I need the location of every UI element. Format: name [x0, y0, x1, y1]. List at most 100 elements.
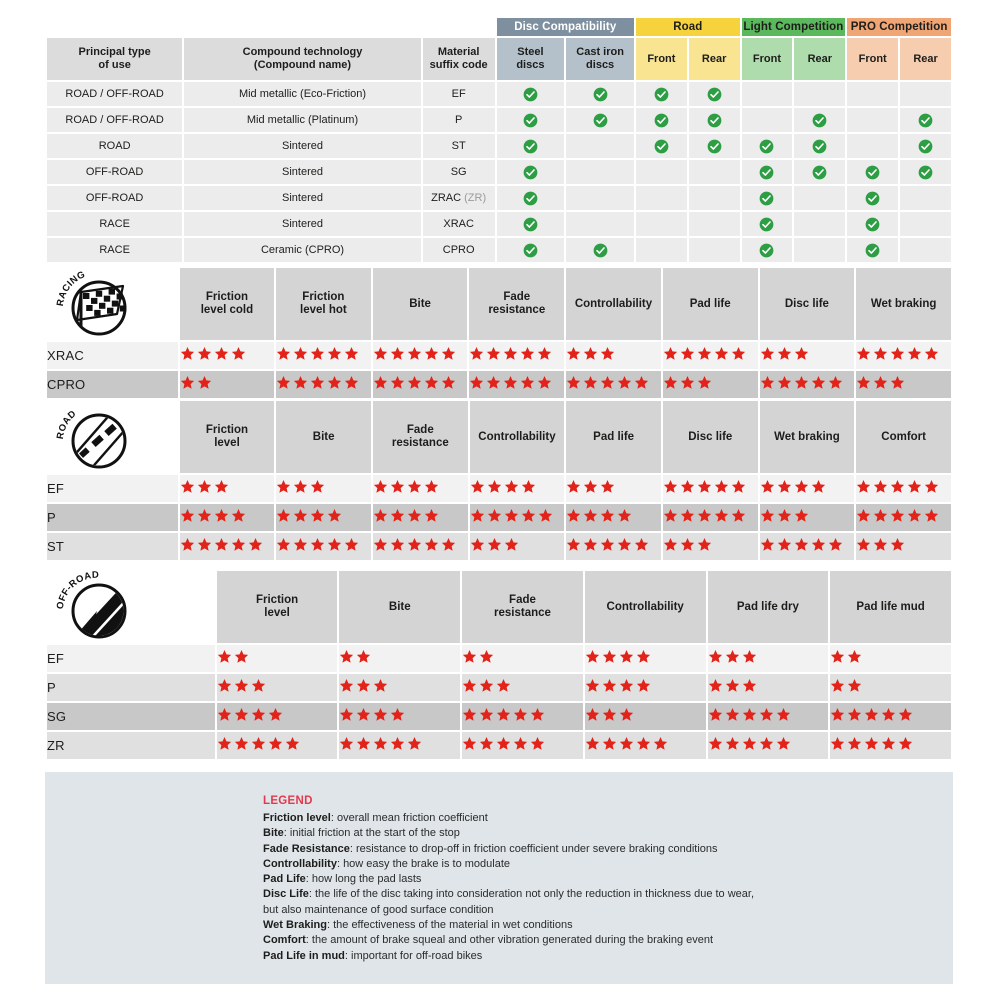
- rating-cell: [584, 732, 706, 759]
- table-row: P: [47, 504, 951, 531]
- star-icon: [538, 508, 552, 522]
- rating-cell: [566, 533, 661, 560]
- cell-light-rear: [794, 82, 846, 106]
- cell-light-rear: [794, 186, 846, 210]
- star-icon: [811, 375, 825, 389]
- table-row: RACE Ceramic (CPRO) CPRO: [47, 238, 951, 262]
- star-icon: [831, 736, 845, 750]
- star-icon: [697, 375, 711, 389]
- star-icon: [874, 508, 888, 522]
- star-icon: [374, 736, 388, 750]
- metric-header: Controllability: [566, 268, 661, 340]
- star-icon: [584, 508, 598, 522]
- star-icon: [619, 649, 633, 663]
- table-row: ROAD Sintered ST: [47, 134, 951, 158]
- rating-cell: [469, 504, 565, 531]
- star-icon: [531, 707, 545, 721]
- star-icon: [828, 537, 842, 551]
- cell-principal-type: OFF-ROAD: [47, 186, 183, 210]
- star-icon: [584, 479, 598, 493]
- cell-compound-technology: Sintered: [184, 160, 421, 184]
- table-row: P: [47, 674, 951, 701]
- cell-pro-rear: [900, 134, 951, 158]
- star-icon: [663, 479, 678, 493]
- cell-steel-discs: [496, 212, 565, 236]
- star-icon: [760, 479, 774, 493]
- star-icon: [234, 649, 248, 663]
- star-icon: [619, 707, 633, 721]
- check-circle-icon: [523, 87, 538, 101]
- star-icon: [908, 508, 922, 522]
- star-icon: [697, 479, 712, 493]
- star-icon: [277, 508, 291, 522]
- rating-cell: [469, 475, 565, 502]
- star-icon: [180, 508, 194, 522]
- check-circle-icon: [593, 87, 607, 101]
- star-icon: [636, 678, 650, 692]
- rating-cell: [372, 504, 468, 531]
- cell-cast-iron-discs: [566, 134, 634, 158]
- table-row: ROAD / OFF-ROAD Mid metallic (Platinum) P: [47, 108, 951, 132]
- cell-cast-iron-discs: [566, 108, 634, 132]
- legend-entry: but also maintenance of good surface con…: [263, 903, 494, 916]
- star-icon: [725, 649, 739, 663]
- metric-header: Comfort: [856, 401, 951, 473]
- check-circle-icon: [654, 113, 669, 127]
- rating-cell: [216, 703, 338, 730]
- cell-road-front: [635, 212, 687, 236]
- star-icon: [293, 375, 308, 389]
- cell-steel-discs: [496, 134, 565, 158]
- cell-pro-front: [847, 160, 899, 184]
- star-icon: [760, 346, 774, 360]
- star-icon: [504, 479, 518, 493]
- rating-cell: [276, 504, 371, 531]
- cell-material-suffix-code: CPRO: [422, 238, 495, 262]
- star-icon: [357, 678, 371, 692]
- star-icon: [663, 508, 678, 522]
- legend-entry: Pad Life: how long the pad lasts: [263, 873, 422, 886]
- rating-cell: [276, 475, 371, 502]
- metric-header: Controllability: [469, 401, 565, 473]
- cell-light-front: [741, 212, 793, 236]
- star-icon: [663, 537, 678, 551]
- rating-cell: [372, 533, 468, 560]
- cell-pro-rear: [900, 238, 951, 262]
- cell-material-suffix-code: EF: [422, 82, 495, 106]
- cell-principal-type: RACE: [47, 238, 183, 262]
- group-header-road: Road: [635, 18, 740, 36]
- star-icon: [373, 508, 388, 522]
- star-icon: [777, 479, 791, 493]
- star-icon: [373, 375, 387, 389]
- star-icon: [521, 479, 535, 493]
- star-icon: [480, 678, 494, 692]
- star-icon: [234, 736, 248, 750]
- star-icon: [811, 479, 825, 493]
- star-icon: [865, 707, 879, 721]
- star-icon: [618, 537, 632, 551]
- star-icon: [407, 479, 422, 493]
- cell-cast-iron-discs: [566, 186, 634, 210]
- star-icon: [357, 736, 371, 750]
- rating-cell: [662, 371, 758, 398]
- metric-header: Disc life: [759, 268, 855, 340]
- star-icon: [585, 736, 599, 750]
- rating-cell: [216, 645, 338, 672]
- check-circle-icon: [523, 165, 538, 179]
- check-circle-icon: [523, 243, 538, 257]
- metric-header: Friction level: [179, 401, 275, 473]
- rating-cell: [566, 475, 661, 502]
- star-icon: [424, 537, 439, 551]
- star-icon: [680, 537, 695, 551]
- star-icon: [407, 537, 422, 551]
- star-icon: [899, 736, 913, 750]
- star-icon: [497, 678, 511, 692]
- star-icon: [390, 375, 404, 389]
- legend-entries: Friction level: overall mean friction co…: [263, 811, 903, 964]
- star-icon: [197, 346, 211, 360]
- star-icon: [777, 508, 791, 522]
- col-header-road-rear: Rear: [688, 38, 740, 80]
- rating-cell: [856, 342, 951, 369]
- star-icon: [777, 537, 791, 551]
- check-circle-icon: [865, 217, 880, 231]
- star-icon: [487, 508, 501, 522]
